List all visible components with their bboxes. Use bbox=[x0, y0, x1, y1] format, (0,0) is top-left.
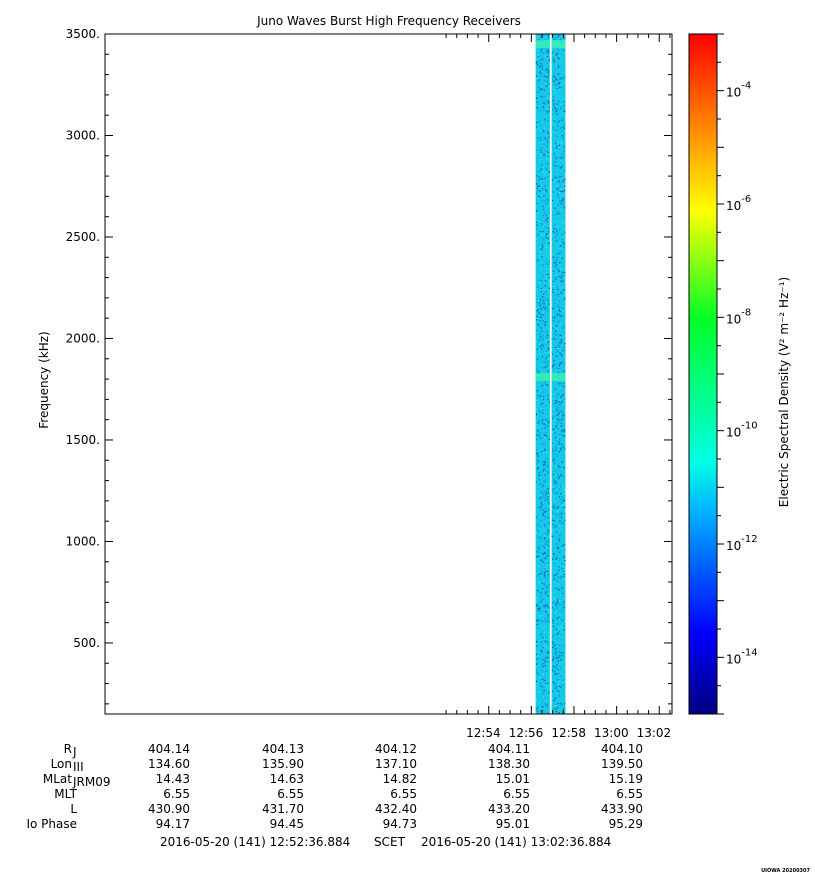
ephemeris-value: 404.11 bbox=[488, 742, 530, 756]
ephemeris-value: 404.14 bbox=[148, 742, 190, 756]
y-tick-label: 3500. bbox=[66, 27, 100, 41]
ephemeris-value: 433.90 bbox=[601, 802, 643, 816]
ephemeris-value: 135.90 bbox=[262, 757, 304, 771]
emission-band bbox=[535, 40, 550, 49]
colorbar-tick-label: 10-14 bbox=[726, 647, 758, 666]
ephemeris-value: 15.19 bbox=[609, 772, 643, 786]
y-tick-label: 3000. bbox=[66, 128, 100, 142]
x-tick-label: 13:00 bbox=[594, 726, 629, 740]
ephemeris-value: 432.40 bbox=[375, 802, 417, 816]
ephemeris-row-label: Io Phase bbox=[26, 817, 77, 831]
spectrogram-image bbox=[535, 34, 566, 714]
x-tick-label: 12:54 bbox=[466, 726, 501, 740]
data-segment bbox=[551, 34, 566, 714]
chart-title: Juno Waves Burst High Frequency Receiver… bbox=[256, 14, 521, 28]
ephemeris-value: 6.55 bbox=[390, 787, 417, 801]
ephemeris-value: 404.10 bbox=[601, 742, 643, 756]
ephemeris-value: 14.43 bbox=[156, 772, 190, 786]
emission-band bbox=[535, 373, 550, 382]
ephemeris-value: 6.55 bbox=[616, 787, 643, 801]
ephemeris-row-label-sub: J bbox=[72, 745, 77, 759]
y-tick-label: 2500. bbox=[66, 230, 100, 244]
colorbar-tick-label: 10-4 bbox=[726, 81, 751, 100]
y-tick-label: 500. bbox=[73, 636, 100, 650]
ephemeris-row-label: MLT bbox=[54, 787, 77, 801]
ephemeris-value: 94.73 bbox=[383, 817, 417, 831]
time-range-label: SCET bbox=[374, 835, 406, 849]
ephemeris-value: 94.17 bbox=[156, 817, 190, 831]
ephemeris-value: 137.10 bbox=[375, 757, 417, 771]
ephemeris-value: 430.90 bbox=[148, 802, 190, 816]
colorbar-tick-label: 10-6 bbox=[726, 194, 751, 213]
noise-texture bbox=[535, 34, 550, 714]
colorbar-label: Electric Spectral Density (V² m⁻² Hz⁻¹) bbox=[777, 277, 791, 507]
y-axis-label: Frequency (kHz) bbox=[37, 331, 51, 428]
ephemeris-value: 6.55 bbox=[277, 787, 304, 801]
emission-band bbox=[551, 40, 566, 49]
y-axis: 500. 1000. 1500. 2000. 2500. 3000. 3500. bbox=[66, 27, 672, 705]
time-range-end: 2016-05-20 (141) 13:02:36.884 bbox=[421, 835, 611, 849]
colorbar bbox=[688, 33, 718, 715]
colorbar-tick-label: 10-10 bbox=[726, 421, 758, 440]
noise-texture bbox=[551, 34, 566, 714]
x-tick-label: 12:58 bbox=[551, 726, 586, 740]
x-tick-label: 12:56 bbox=[509, 726, 544, 740]
ephemeris-value: 14.82 bbox=[383, 772, 417, 786]
ephemeris-row-label: R bbox=[64, 742, 72, 756]
ephemeris-row-label: Lon bbox=[51, 757, 72, 771]
footer-tag: UIOWA 20200307 bbox=[761, 868, 810, 874]
ephemeris-row-label: MLat bbox=[43, 772, 72, 786]
ephemeris-value: 431.70 bbox=[262, 802, 304, 816]
ephemeris-value: 134.60 bbox=[148, 757, 190, 771]
emission-band bbox=[551, 373, 566, 382]
ephemeris-row-label-sub: III bbox=[73, 760, 84, 774]
plot-frame bbox=[104, 33, 673, 715]
time-range-start: 2016-05-20 (141) 12:52:36.884 bbox=[160, 835, 350, 849]
ephemeris-value: 433.20 bbox=[488, 802, 530, 816]
colorbar-tick-label: 10-12 bbox=[726, 534, 758, 553]
ephemeris-value: 95.01 bbox=[496, 817, 530, 831]
y-tick-label: 1000. bbox=[66, 534, 100, 548]
colorbar-tick-label: 10-8 bbox=[726, 307, 751, 326]
ephemeris-value: 139.50 bbox=[601, 757, 643, 771]
ephemeris-value: 95.29 bbox=[609, 817, 643, 831]
ephemeris-row-label-sub: JRM09 bbox=[72, 775, 111, 789]
x-tick-label: 13:02 bbox=[637, 726, 672, 740]
ephemeris-value: 6.55 bbox=[503, 787, 530, 801]
y-tick-label: 1500. bbox=[66, 433, 100, 447]
ephemeris-table: R J 404.14 404.13 404.12 404.11 404.10 Lon III 13… bbox=[26, 742, 643, 831]
ephemeris-value: 15.01 bbox=[496, 772, 530, 786]
data-segment bbox=[535, 34, 550, 714]
ephemeris-value: 404.12 bbox=[375, 742, 417, 756]
ephemeris-value: 404.13 bbox=[262, 742, 304, 756]
ephemeris-value: 94.45 bbox=[270, 817, 304, 831]
ephemeris-row-label: L bbox=[70, 802, 77, 816]
y-tick-label: 2000. bbox=[66, 331, 100, 345]
x-axis: 12:54 12:56 12:58 13:00 13:02 bbox=[445, 34, 672, 740]
ephemeris-value: 14.63 bbox=[270, 772, 304, 786]
colorbar-axis: 10-4 10-6 10-8 10-10 10-12 10-14 bbox=[717, 33, 758, 715]
ephemeris-value: 6.55 bbox=[163, 787, 190, 801]
ephemeris-value: 138.30 bbox=[488, 757, 530, 771]
